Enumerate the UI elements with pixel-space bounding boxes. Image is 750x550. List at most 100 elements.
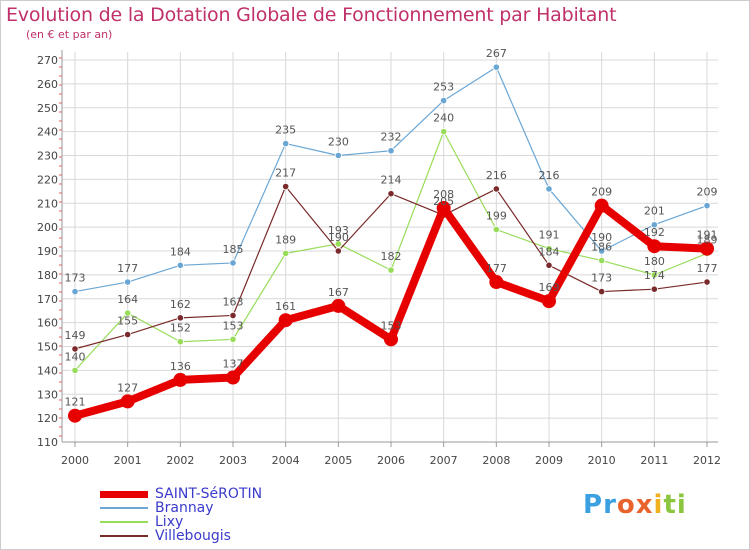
y-tick-label: 140 <box>37 364 58 377</box>
y-tick-label: 190 <box>37 245 58 258</box>
data-point <box>334 151 342 160</box>
data-label: 167 <box>328 286 349 299</box>
legend-label-lixy: Lixy <box>155 514 184 530</box>
legend-item-lixy: Lixy <box>100 514 350 530</box>
data-point <box>229 335 237 343</box>
logo-letter: t <box>663 490 677 520</box>
data-label: 184 <box>170 245 191 258</box>
data-label: 230 <box>328 136 349 149</box>
chart-title: Evolution de la Dotation Globale de Fonc… <box>6 4 617 26</box>
data-label: 191 <box>539 229 560 242</box>
data-label: 190 <box>328 231 349 244</box>
data-label: 153 <box>381 319 402 332</box>
data-label: 189 <box>697 233 718 246</box>
y-tick-label: 180 <box>37 269 58 282</box>
data-point <box>594 198 609 213</box>
data-point <box>700 241 714 256</box>
y-tick-label: 210 <box>37 197 58 210</box>
data-point <box>492 63 500 71</box>
data-point <box>440 96 448 105</box>
data-label: 153 <box>223 319 244 332</box>
data-label: 217 <box>275 167 296 180</box>
y-tick-label: 160 <box>37 317 58 330</box>
x-tick-label: 2005 <box>324 454 352 467</box>
data-label: 209 <box>697 186 718 199</box>
data-point <box>229 259 237 267</box>
data-point <box>387 190 395 198</box>
data-point <box>124 278 132 286</box>
data-label: 240 <box>433 112 454 125</box>
data-point <box>278 313 293 328</box>
y-tick-label: 130 <box>37 388 58 401</box>
data-label: 182 <box>381 250 402 263</box>
logo-letter: i <box>676 490 687 520</box>
data-point <box>384 332 398 347</box>
data-label: 149 <box>65 329 86 342</box>
legend-item-villebougis: Villebougis <box>100 528 350 544</box>
data-label: 214 <box>381 174 402 187</box>
logo-letter: P <box>583 490 604 520</box>
data-label: 191 <box>697 229 718 242</box>
data-point <box>71 287 79 296</box>
data-label: 162 <box>170 298 191 311</box>
data-label: 163 <box>223 295 244 308</box>
y-tick-label: 120 <box>37 412 58 425</box>
legend-swatch-brannay <box>100 507 148 509</box>
legend-label-saint-serotin: SAINT-SéROTIN <box>155 486 263 502</box>
data-label: 190 <box>591 231 612 244</box>
x-tick-label: 2004 <box>272 454 300 467</box>
data-label: 180 <box>644 255 665 268</box>
data-label: 174 <box>644 269 665 282</box>
data-point <box>282 139 290 148</box>
data-point <box>440 128 448 136</box>
data-label: 216 <box>539 169 560 182</box>
data-label: 177 <box>697 262 718 275</box>
data-label: 208 <box>433 188 454 201</box>
x-tick-label: 2011 <box>640 454 668 467</box>
y-tick-label: 230 <box>37 150 58 163</box>
legend-item-brannay: Brannay <box>100 500 350 516</box>
data-label: 253 <box>433 81 454 94</box>
logo-letter: o <box>616 490 636 520</box>
logo-letter: r <box>603 490 617 520</box>
data-point <box>387 147 395 155</box>
data-point <box>489 275 504 290</box>
logo-letter: x <box>635 490 654 520</box>
data-point <box>545 261 553 269</box>
x-tick-label: 2001 <box>114 454 142 467</box>
x-tick-label: 2000 <box>61 454 89 467</box>
proxiti-logo: Proxiti <box>583 490 687 520</box>
data-point <box>387 266 395 274</box>
data-point <box>492 185 500 193</box>
legend-swatch-saint-serotin <box>100 491 148 498</box>
data-label: 192 <box>644 226 665 239</box>
data-label: 140 <box>65 350 86 363</box>
data-point <box>334 247 342 255</box>
data-point <box>598 247 606 255</box>
data-point <box>226 370 240 385</box>
data-label: 201 <box>644 205 665 218</box>
data-label: 267 <box>486 47 507 60</box>
data-point <box>545 185 553 193</box>
x-tick-label: 2012 <box>693 454 721 467</box>
y-tick-label: 220 <box>37 173 58 186</box>
data-point <box>68 408 82 423</box>
data-point <box>282 182 290 191</box>
x-tick-label: 2002 <box>166 454 194 467</box>
data-point <box>173 372 188 387</box>
data-label: 161 <box>275 300 296 313</box>
data-label: 177 <box>117 262 138 275</box>
data-point <box>436 201 451 216</box>
x-tick-label: 2008 <box>482 454 510 467</box>
y-tick-label: 150 <box>37 341 58 354</box>
data-point <box>492 225 500 234</box>
x-tick-label: 2009 <box>535 454 563 467</box>
data-point <box>545 245 553 253</box>
data-point <box>650 221 658 229</box>
data-point <box>703 202 711 210</box>
data-label: 127 <box>117 381 138 394</box>
data-point <box>176 261 184 269</box>
data-point <box>124 330 132 339</box>
chart-subtitle: (en € et par an) <box>26 28 113 41</box>
